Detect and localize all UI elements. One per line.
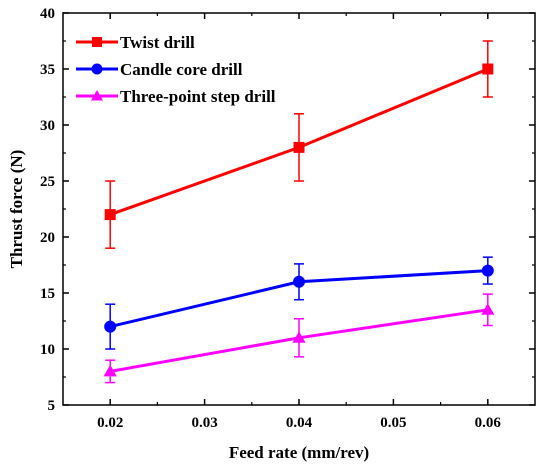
y-tick-label: 15 [40,286,55,302]
data-point [481,264,494,277]
y-tick-label: 30 [40,118,55,134]
legend-item: Twist drill [76,33,195,52]
data-point [481,303,495,315]
legend: Twist drill Candle core drill Three-point … [76,33,276,106]
x-tick-label: 0.04 [286,415,313,431]
x-tick-label: 0.03 [191,415,217,431]
data-point [92,37,102,47]
legend-label: Twist drill [120,33,195,52]
data-point [91,90,103,101]
data-point [293,275,305,288]
data-point [292,331,306,343]
legend-item: Candle core drill [76,60,243,79]
y-tick-label: 25 [40,174,55,190]
series-twist-drill [104,40,494,249]
data-point [103,364,117,377]
x-axis-label: Feed rate (mm/rev) [229,443,369,462]
data-point [104,209,116,221]
y-tick-label: 40 [40,6,55,22]
legend-label: Candle core drill [120,60,243,79]
data-point [104,320,117,333]
y-tick-label: 20 [40,230,55,246]
data-point [91,63,103,75]
legend-label: Three-point step drill [120,87,276,106]
x-tick-label: 0.02 [97,415,123,431]
y-axis: 5 10 15 20 25 30 35 40 [40,6,535,414]
x-tick-label: 0.05 [380,415,406,431]
y-tick-label: 5 [48,398,56,414]
data-point [482,63,494,75]
y-tick-label: 35 [40,62,55,78]
series-candle-core-drill [104,256,494,350]
series-layer [103,40,495,384]
series-three-point-step-drill [103,293,495,384]
data-point [293,141,305,153]
x-tick-label: 0.06 [475,415,502,431]
x-axis: 0.02 0.03 0.04 0.05 0.06 [97,13,501,431]
y-tick-label: 10 [40,342,55,358]
y-axis-label: Thrust force (N) [7,150,26,269]
legend-item: Three-point step drill [76,87,276,106]
